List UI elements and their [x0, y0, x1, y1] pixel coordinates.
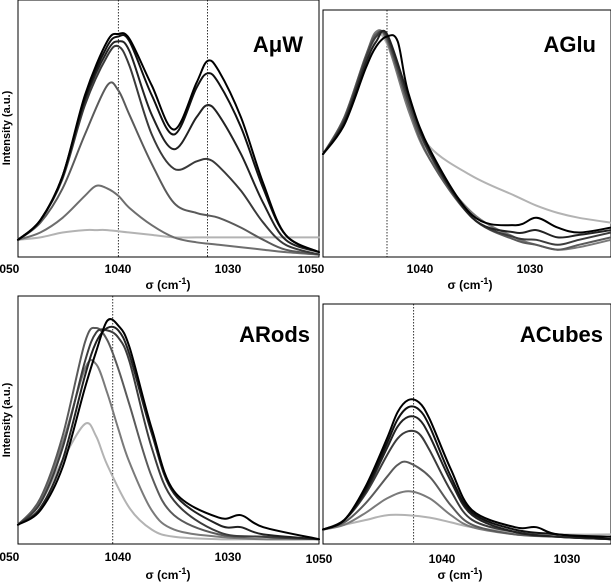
- series-line-3: [17, 81, 320, 256]
- x-axis-label: σ (cm-1): [146, 276, 191, 292]
- panel-a-cubes: ACubes 1050 1040 1030 σ (cm-1): [306, 303, 611, 582]
- plot-frame: [322, 303, 611, 545]
- x-tick-label: 1030: [215, 550, 242, 564]
- series-line-6: [322, 405, 611, 541]
- series-line-4: [17, 328, 320, 541]
- series-line-7: [322, 398, 611, 538]
- panel-title: AGlu: [543, 32, 596, 57]
- panel-title: ARods: [239, 322, 310, 347]
- x-axis-label: σ (cm-1): [438, 566, 483, 582]
- panel-title: AμW: [253, 32, 303, 57]
- series-line-3: [322, 460, 611, 541]
- x-axis-label: σ (cm-1): [448, 276, 493, 292]
- x-tick-label: 1050: [306, 552, 333, 566]
- panel-title: ACubes: [520, 322, 603, 347]
- x-tick-label: 1040: [105, 550, 132, 564]
- x-tick-label: 1050: [298, 262, 325, 276]
- panel-a-glu: AGlu 1050 1040 1030 σ (cm-1): [298, 9, 611, 292]
- panel-a-rods: ARods 1050 1040 1030 σ (cm-1) Intensity (a…: [0, 295, 320, 582]
- x-tick-label: 1040: [429, 552, 456, 566]
- plot-frame: [17, 295, 320, 545]
- x-tick-label: 1030: [554, 552, 581, 566]
- series-line-4: [322, 29, 611, 246]
- plot-frame: [322, 9, 611, 258]
- x-tick-label: 1050: [0, 262, 20, 276]
- y-axis-label: Intensity (a.u.): [1, 382, 13, 457]
- series-line-2: [17, 358, 320, 541]
- plot-frame: [17, 0, 320, 258]
- series-line-7: [17, 32, 320, 254]
- series-line-6: [17, 318, 320, 541]
- x-tick-label: 1030: [517, 262, 544, 276]
- y-axis-label: Intensity (a.u.): [1, 90, 13, 165]
- series-line-5: [17, 325, 320, 541]
- series-line-5: [322, 415, 611, 541]
- x-tick-label: 1040: [105, 262, 132, 276]
- series-line-6: [322, 34, 611, 234]
- series-line-3: [17, 326, 320, 541]
- series-line-5: [322, 29, 611, 239]
- series-line-6: [17, 33, 320, 254]
- x-tick-label: 1030: [215, 262, 242, 276]
- x-tick-label: 1040: [407, 262, 434, 276]
- x-axis-label: σ (cm-1): [146, 566, 191, 582]
- x-tick-label: 1050: [0, 550, 20, 564]
- series-line-2: [17, 184, 320, 256]
- panel-a-mu-w: AμW 1050 1040 1030 σ (cm-1) Intensity (a.u…: [0, 0, 320, 292]
- series-line-5: [17, 40, 320, 254]
